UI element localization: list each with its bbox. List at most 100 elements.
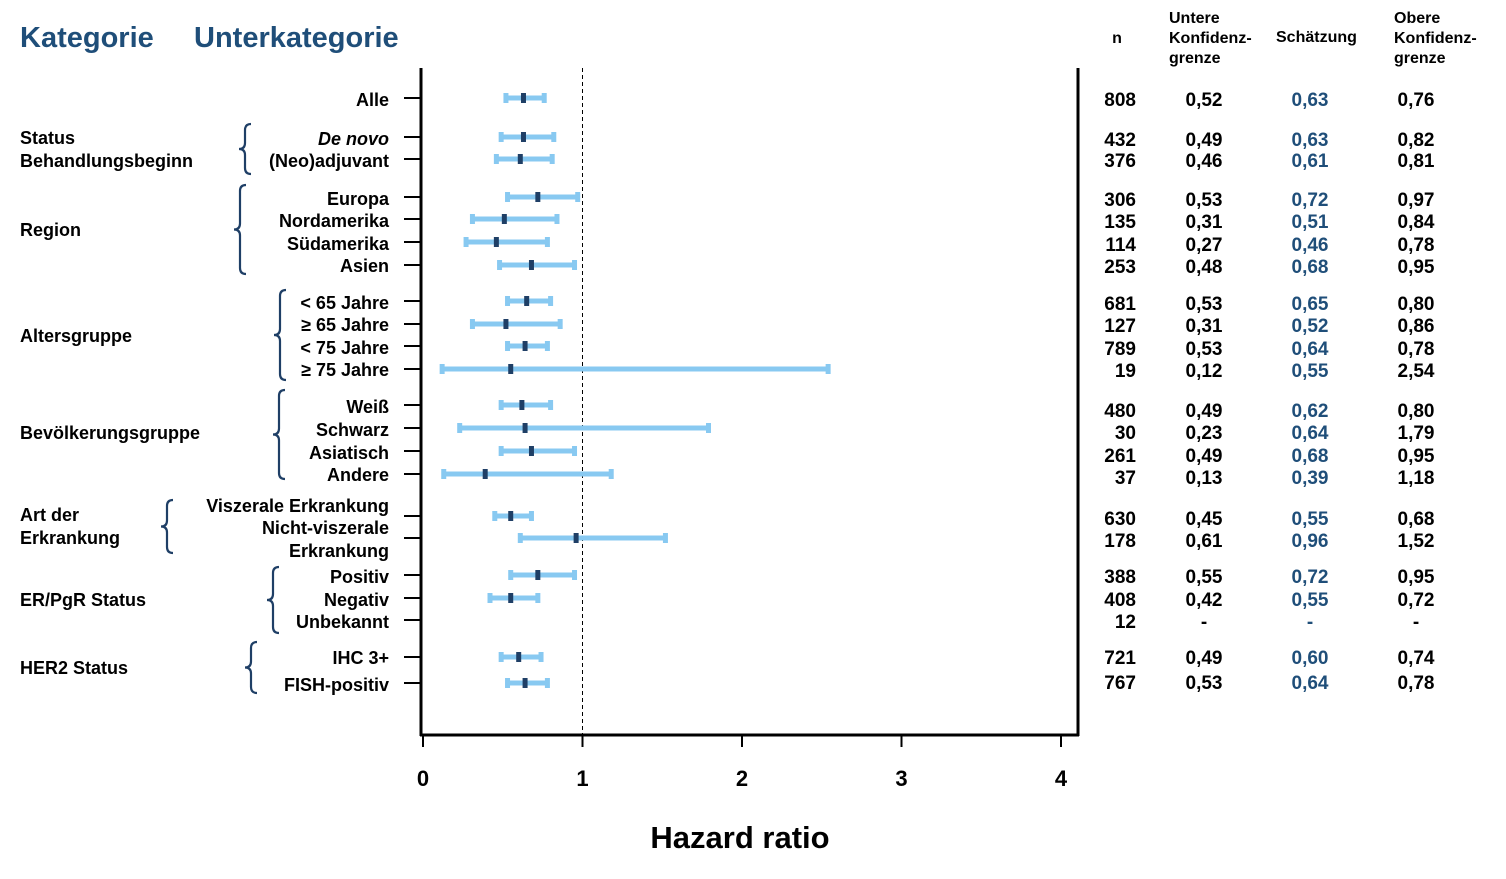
value-upper: 1,18 bbox=[1398, 468, 1435, 489]
subgroup-label: Schwarz bbox=[316, 420, 389, 440]
value-lower: 0,23 bbox=[1186, 423, 1223, 444]
subgroup-label: Unbekannt bbox=[296, 612, 389, 632]
value-n: 789 bbox=[1104, 339, 1136, 360]
subgroup-label: ≥ 75 Jahre bbox=[301, 360, 389, 380]
value-estimate: 0,96 bbox=[1292, 531, 1329, 552]
value-upper: 0,84 bbox=[1398, 212, 1435, 233]
subgroup-label: Positiv bbox=[330, 567, 389, 587]
value-n: 480 bbox=[1104, 401, 1136, 422]
category-label: ER/PgR Status bbox=[20, 590, 146, 610]
value-upper: 0,80 bbox=[1398, 294, 1435, 315]
value-lower: 0,46 bbox=[1186, 151, 1223, 172]
header-upper-line2: Konfidenz- bbox=[1394, 30, 1477, 47]
value-estimate: 0,55 bbox=[1292, 509, 1329, 530]
value-estimate: 0,65 bbox=[1292, 294, 1329, 315]
subgroup-row: Schwarz 30 0,23 0,64 1,79 bbox=[316, 420, 1435, 444]
subgroup-label: Nordamerika bbox=[279, 211, 390, 231]
x-tick-label: 3 bbox=[895, 766, 907, 791]
value-n: 808 bbox=[1104, 90, 1136, 111]
x-axis-ticks: 0 1 2 3 4 bbox=[417, 735, 1068, 791]
value-n: 721 bbox=[1104, 648, 1136, 669]
subgroup-row: Unbekannt 12 - - - bbox=[296, 612, 1419, 633]
header-lower-line1: Untere bbox=[1169, 10, 1220, 27]
point-estimate bbox=[520, 132, 526, 142]
value-n: 12 bbox=[1115, 612, 1136, 633]
value-estimate: 0,68 bbox=[1292, 257, 1329, 278]
point-estimate bbox=[482, 469, 488, 479]
value-n: 388 bbox=[1104, 567, 1136, 588]
subgroup-row: (Neo)adjuvant 376 0,46 0,61 0,81 bbox=[269, 151, 1435, 172]
point-estimate bbox=[528, 260, 534, 270]
point-estimate bbox=[573, 533, 579, 543]
value-upper: 0,76 bbox=[1398, 90, 1435, 111]
point-estimate bbox=[522, 678, 528, 688]
header-n: n bbox=[1112, 30, 1122, 47]
value-upper: 0,81 bbox=[1398, 151, 1435, 172]
value-lower: 0,53 bbox=[1186, 294, 1223, 315]
value-lower: 0,31 bbox=[1186, 316, 1223, 337]
point-estimate bbox=[528, 446, 534, 456]
subgroup-row: Nicht-viszerale Erkrankung 178 0,61 0,96 1,52 bbox=[262, 518, 1435, 561]
category-label: Status bbox=[20, 128, 75, 148]
value-n: 114 bbox=[1105, 235, 1136, 256]
value-lower: 0,53 bbox=[1186, 339, 1223, 360]
value-n: 261 bbox=[1104, 446, 1136, 467]
subgroup-row: ≥ 65 Jahre 127 0,31 0,52 0,86 bbox=[301, 315, 1434, 337]
value-upper: 0,86 bbox=[1398, 316, 1435, 337]
value-n: 30 bbox=[1115, 423, 1136, 444]
value-lower: 0,45 bbox=[1186, 509, 1223, 530]
subgroup-label: ≥ 65 Jahre bbox=[301, 315, 389, 335]
subgroup-label: Südamerika bbox=[287, 234, 390, 254]
value-n: 127 bbox=[1104, 316, 1136, 337]
subgroup-row: Nordamerika 135 0,31 0,51 0,84 bbox=[279, 211, 1435, 233]
value-upper: 2,54 bbox=[1398, 361, 1435, 382]
point-estimate bbox=[522, 423, 528, 433]
value-estimate: 0,51 bbox=[1292, 212, 1329, 233]
point-estimate bbox=[524, 296, 530, 306]
value-estimate: 0,60 bbox=[1292, 648, 1329, 669]
x-axis-title: Hazard ratio bbox=[650, 820, 829, 855]
value-upper: 0,95 bbox=[1398, 446, 1435, 467]
value-estimate: 0,64 bbox=[1292, 423, 1329, 444]
subgroup-row: ≥ 75 Jahre 19 0,12 0,55 2,54 bbox=[301, 360, 1435, 382]
subgroup-row: < 65 Jahre 681 0,53 0,65 0,80 bbox=[300, 293, 1434, 315]
value-upper: 0,78 bbox=[1398, 339, 1435, 360]
value-estimate: 0,68 bbox=[1292, 446, 1329, 467]
value-estimate: 0,64 bbox=[1292, 339, 1329, 360]
subgroup-label: IHC 3+ bbox=[332, 648, 389, 668]
category-brace bbox=[238, 122, 252, 176]
value-n: 306 bbox=[1104, 190, 1136, 211]
value-n: 37 bbox=[1115, 468, 1136, 489]
x-tick-label: 2 bbox=[736, 766, 748, 791]
subgroup-row: Viszerale Erkrankung 630 0,45 0,55 0,68 bbox=[206, 496, 1434, 530]
x-tick-label: 1 bbox=[576, 766, 588, 791]
value-n: 376 bbox=[1104, 151, 1136, 172]
point-estimate bbox=[508, 364, 514, 374]
subgroup-row: Alle 808 0,52 0,63 0,76 bbox=[356, 90, 1435, 111]
header-kategorie: Kategorie bbox=[20, 22, 154, 54]
category-brace bbox=[160, 498, 174, 555]
value-lower: 0,12 bbox=[1186, 361, 1223, 382]
subgroup-label: Erkrankung bbox=[289, 541, 389, 561]
value-lower: 0,49 bbox=[1186, 401, 1223, 422]
value-estimate: 0,55 bbox=[1292, 361, 1329, 382]
subgroup-label: De novo bbox=[318, 129, 389, 149]
value-upper: 0,80 bbox=[1398, 401, 1435, 422]
header-lower-line3: grenze bbox=[1169, 50, 1221, 67]
value-n: 767 bbox=[1104, 673, 1136, 694]
subgroup-row: Asiatisch 261 0,49 0,68 0,95 bbox=[309, 443, 1435, 467]
value-lower: 0,42 bbox=[1186, 590, 1223, 611]
subgroup-rows: Alle 808 0,52 0,63 0,76 De novo 432 0,49 0,63 0,8… bbox=[206, 90, 1435, 695]
value-lower: 0,52 bbox=[1186, 90, 1223, 111]
subgroup-label: Nicht-viszerale bbox=[262, 518, 389, 538]
subgroup-row: Asien 253 0,48 0,68 0,95 bbox=[340, 256, 1435, 278]
value-upper: 1,79 bbox=[1398, 423, 1435, 444]
category-label: Behandlungsbeginn bbox=[20, 151, 193, 171]
value-estimate: 0,72 bbox=[1292, 190, 1329, 211]
header-lower-line2: Konfidenz- bbox=[1169, 30, 1252, 47]
subgroup-label: < 75 Jahre bbox=[300, 338, 389, 358]
category-label: Region bbox=[20, 220, 81, 240]
value-estimate: 0,72 bbox=[1292, 567, 1329, 588]
value-estimate: 0,63 bbox=[1292, 130, 1329, 151]
